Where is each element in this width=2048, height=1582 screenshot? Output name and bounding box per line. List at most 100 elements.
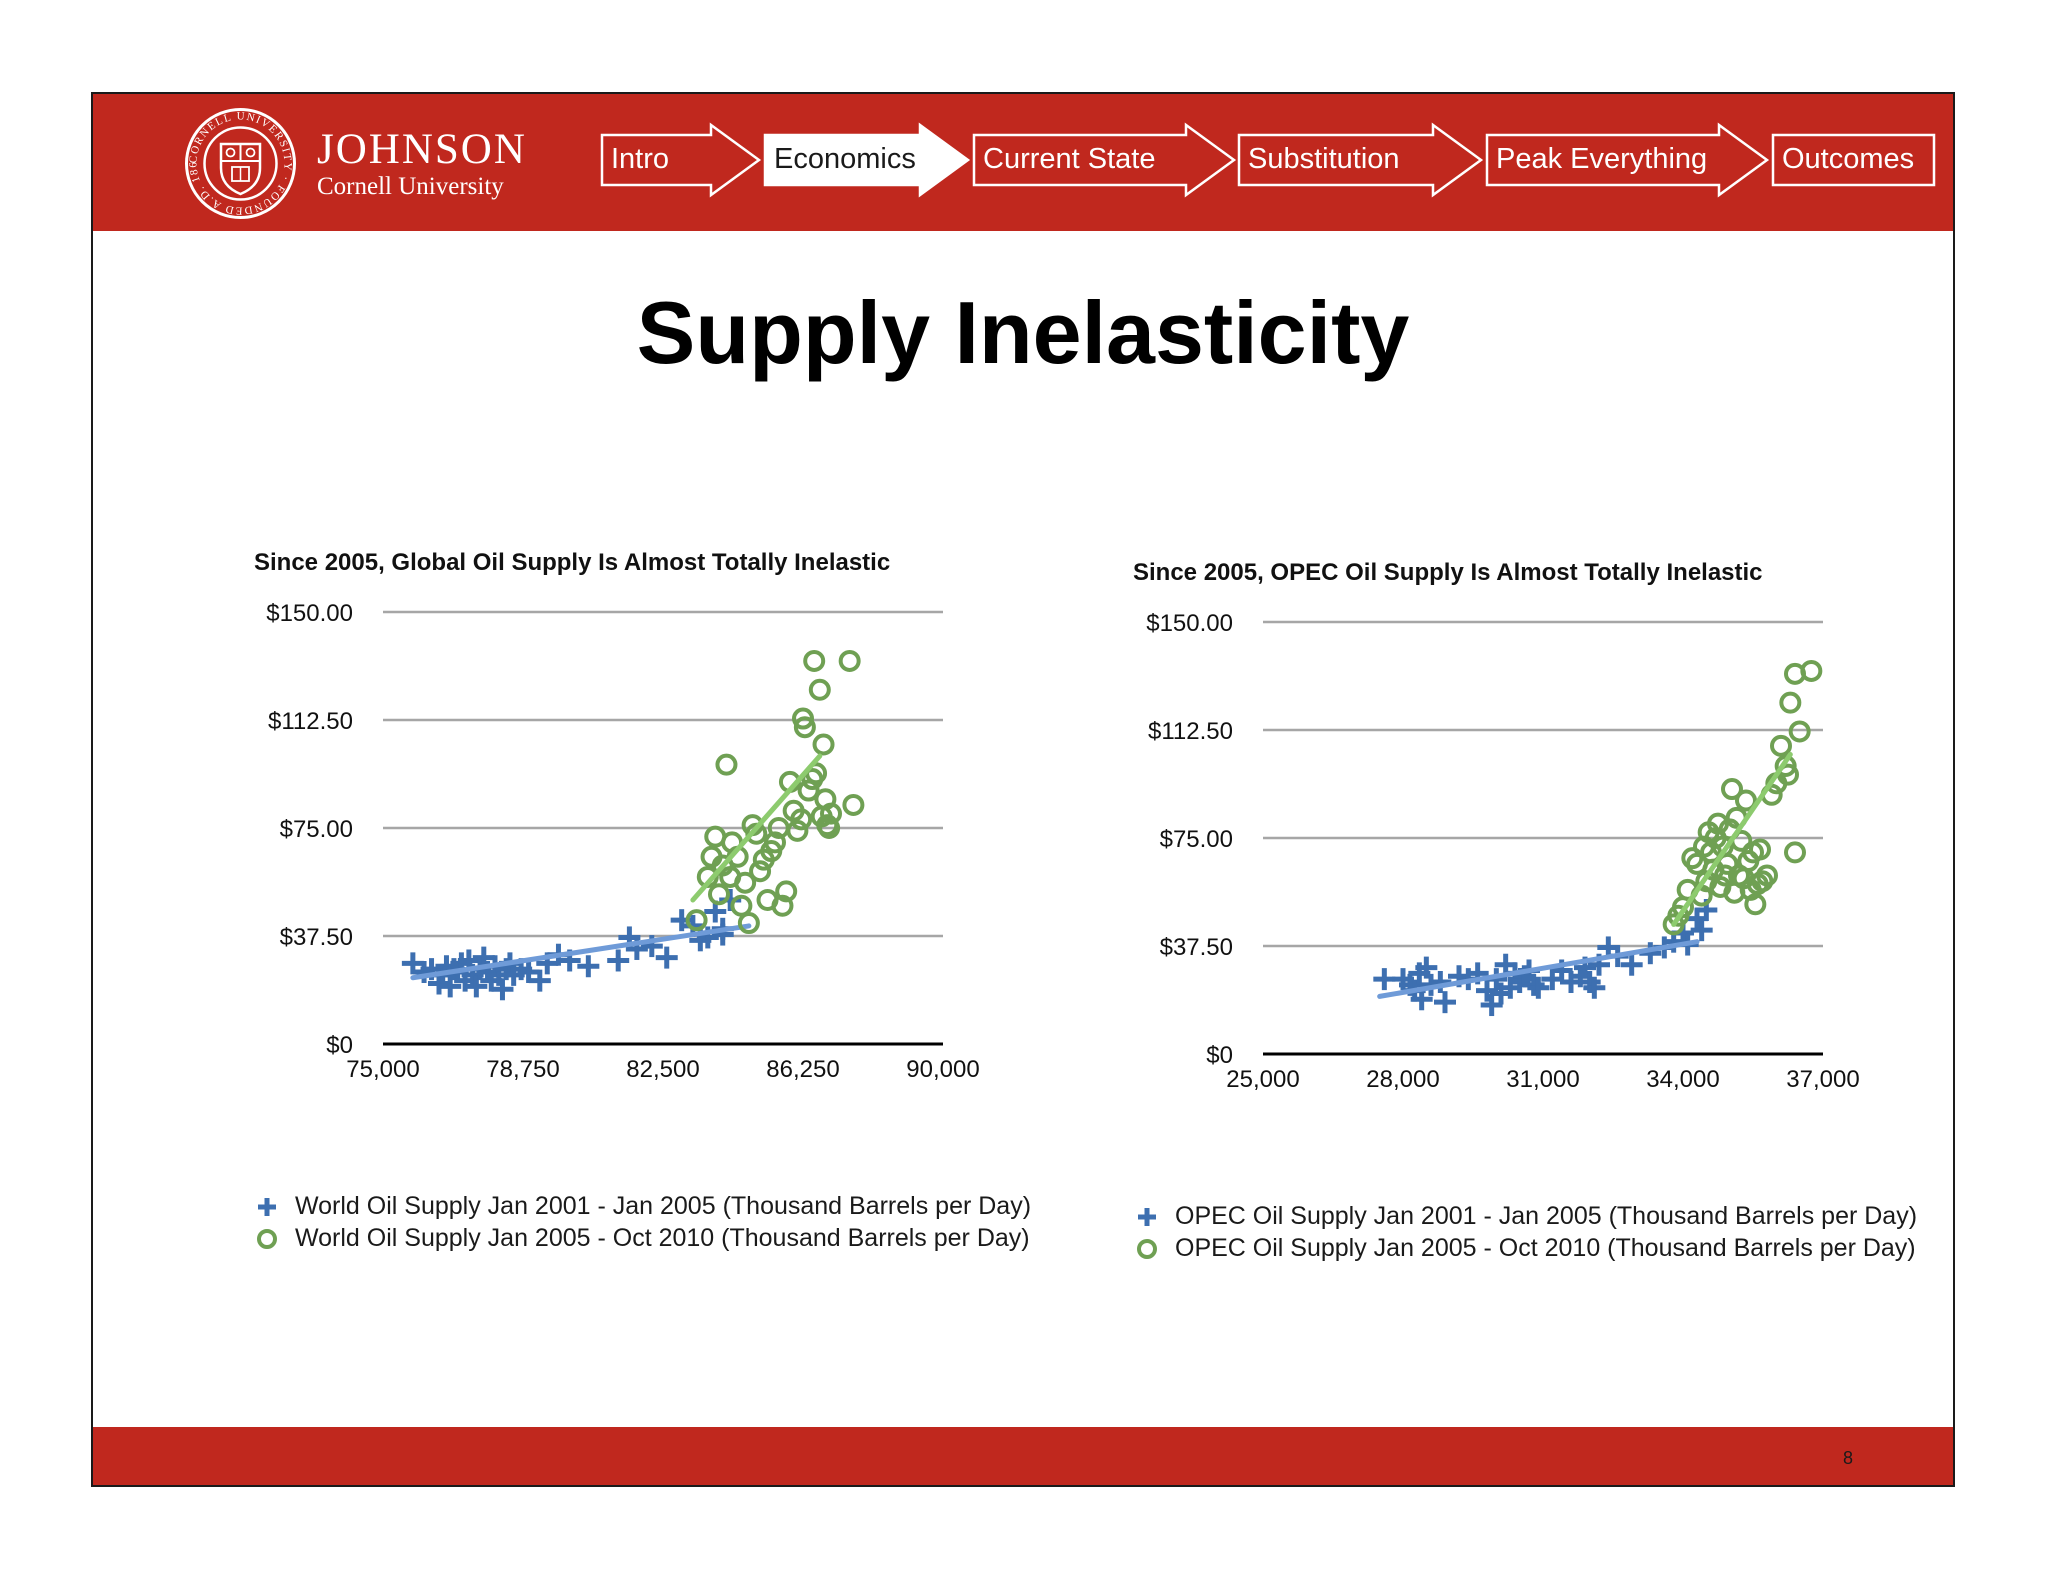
- data-point-circle: [764, 831, 786, 854]
- data-point-circle: [1756, 864, 1778, 887]
- data-point-plus: [1410, 988, 1433, 1011]
- y-tick-label: $112.50: [268, 708, 353, 735]
- y-tick-label: $75.00: [1160, 826, 1233, 853]
- data-point-plus: [528, 969, 551, 992]
- x-tick-label: 86,250: [766, 1056, 839, 1083]
- data-point-circle: [812, 733, 835, 756]
- plus-marker-icon: [1138, 1208, 1156, 1226]
- data-point-circle: [842, 793, 865, 816]
- data-point-circle: [771, 894, 794, 917]
- data-point-circle: [1770, 734, 1792, 757]
- y-tick-label: $37.50: [280, 924, 353, 951]
- data-point-plus: [577, 955, 600, 978]
- nav-label: Substitution: [1248, 143, 1400, 175]
- data-point-circle: [803, 649, 826, 672]
- arrow-shape-icon: [600, 122, 762, 198]
- data-point-circle: [737, 912, 760, 935]
- x-tick-label: 34,000: [1646, 1066, 1719, 1093]
- legend-label: World Oil Supply Jan 2001 - Jan 2005 (Th…: [295, 1192, 1032, 1220]
- x-tick-label: 31,000: [1506, 1066, 1579, 1093]
- circle-marker-icon: [1137, 1239, 1157, 1259]
- chart-global-oil-supply: Since 2005, Global Oil Supply Is Almost …: [173, 549, 1133, 1269]
- data-point-plus: [1583, 976, 1606, 999]
- data-point-circle: [685, 909, 708, 932]
- header-band: CORNELL UNIVERSITY · FOUNDED A.D. 1865 ·…: [93, 94, 1953, 231]
- data-point-circle: [786, 819, 809, 842]
- scatter-plot: $0 $37.50 $75.00 $112.50 $150.00 25,000 28,000…: [1146, 610, 1859, 1093]
- data-point-circle: [1707, 812, 1729, 835]
- data-point-circle: [1800, 659, 1823, 682]
- logo-subtitle: Cornell University: [317, 173, 504, 200]
- data-point-plus: [1620, 953, 1643, 976]
- y-tick-label: $112.50: [1148, 718, 1233, 745]
- x-tick-label: 25,000: [1226, 1066, 1299, 1093]
- data-point-circle: [1788, 720, 1811, 743]
- nav-step-substitution[interactable]: Substitution: [1237, 122, 1484, 198]
- x-tick-label: 82,500: [626, 1056, 699, 1083]
- data-point-plus: [1522, 973, 1545, 996]
- box-shape-icon: [1771, 133, 1936, 187]
- y-tick-label: $150.00: [1146, 610, 1233, 637]
- data-point-plus: [1480, 994, 1503, 1017]
- nav-step-outcomes[interactable]: Outcomes: [1771, 124, 1936, 196]
- y-tick-label: $0: [1206, 1042, 1233, 1069]
- nav-step-economics[interactable]: Economics: [763, 122, 971, 198]
- data-point-plus: [491, 978, 514, 1001]
- arrow-shape-icon: [972, 122, 1237, 198]
- data-point-plus: [711, 923, 734, 946]
- nav-step-peak-everything[interactable]: Peak Everything: [1485, 122, 1770, 198]
- data-point-circle: [792, 707, 814, 730]
- data-point-circle: [1779, 691, 1802, 714]
- page-number: 8: [1842, 1448, 1853, 1468]
- x-tick-label: 78,750: [486, 1056, 559, 1083]
- data-point-circle: [730, 894, 753, 917]
- data-point-circle: [838, 649, 861, 672]
- data-point-plus: [1476, 979, 1498, 1002]
- data-point-plus: [607, 949, 630, 972]
- data-point-circle: [793, 716, 816, 739]
- nav-label: Intro: [611, 143, 670, 175]
- data-point-plus: [1373, 968, 1396, 991]
- arrow-shape-icon: [763, 122, 971, 198]
- data-point-circle: [708, 883, 730, 906]
- data-point-circle: [734, 871, 757, 894]
- data-point-plus: [401, 952, 424, 975]
- data-point-circle: [715, 753, 738, 776]
- logo-name: JOHNSON: [317, 126, 527, 173]
- nav-step-intro[interactable]: Intro: [600, 122, 762, 198]
- data-point-plus: [439, 975, 462, 998]
- trendline-series-1: [1377, 939, 1700, 999]
- nav-step-current-state[interactable]: Current State: [972, 122, 1237, 198]
- y-tick-label: $150.00: [266, 600, 353, 627]
- scatter-plot: $0 $37.50 $75.00 $112.50 $150.00 75,000 78,750…: [266, 600, 979, 1083]
- slide-title: Supply Inelasticity: [636, 283, 1410, 382]
- data-point-circle: [1749, 838, 1771, 861]
- chart-opec-oil-supply: Since 2005, OPEC Oil Supply Is Almost To…: [1053, 559, 1953, 1279]
- data-point-circle: [1716, 852, 1739, 875]
- data-point-circle: [797, 779, 820, 802]
- chart-title: Since 2005, OPEC Oil Supply Is Almost To…: [1133, 559, 1763, 586]
- data-point-circle: [1784, 841, 1806, 864]
- nav-label: Economics: [774, 143, 916, 175]
- legend: OPEC Oil Supply Jan 2001 - Jan 2005 (Tho…: [1135, 1201, 1953, 1271]
- nav-label: Current State: [983, 143, 1156, 175]
- data-point-circle: [775, 880, 798, 903]
- data-point-plus: [465, 975, 488, 998]
- slide: CORNELL UNIVERSITY · FOUNDED A.D. 1865 ·…: [91, 92, 1955, 1487]
- data-point-plus: [1527, 976, 1550, 999]
- data-point-circle: [1744, 893, 1767, 916]
- cornell-seal-logo: CORNELL UNIVERSITY · FOUNDED A.D. 1865 ·: [183, 106, 296, 219]
- data-point-circle: [1721, 778, 1743, 801]
- y-tick-label: $0: [326, 1032, 353, 1059]
- footer-band: 8: [93, 1427, 1953, 1485]
- x-tick-label: 75,000: [346, 1056, 419, 1083]
- nav-label: Peak Everything: [1496, 143, 1708, 175]
- data-point-plus: [719, 889, 742, 911]
- data-point-plus: [1429, 971, 1452, 993]
- y-tick-label: $37.50: [1160, 934, 1233, 961]
- legend-label: OPEC Oil Supply Jan 2005 - Oct 2010 (Tho…: [1175, 1234, 1916, 1262]
- chart-title: Since 2005, Global Oil Supply Is Almost …: [254, 549, 891, 576]
- data-point-circle: [790, 808, 813, 831]
- trendline-series-1: [410, 923, 752, 981]
- arrow-shape-icon: [1485, 122, 1770, 198]
